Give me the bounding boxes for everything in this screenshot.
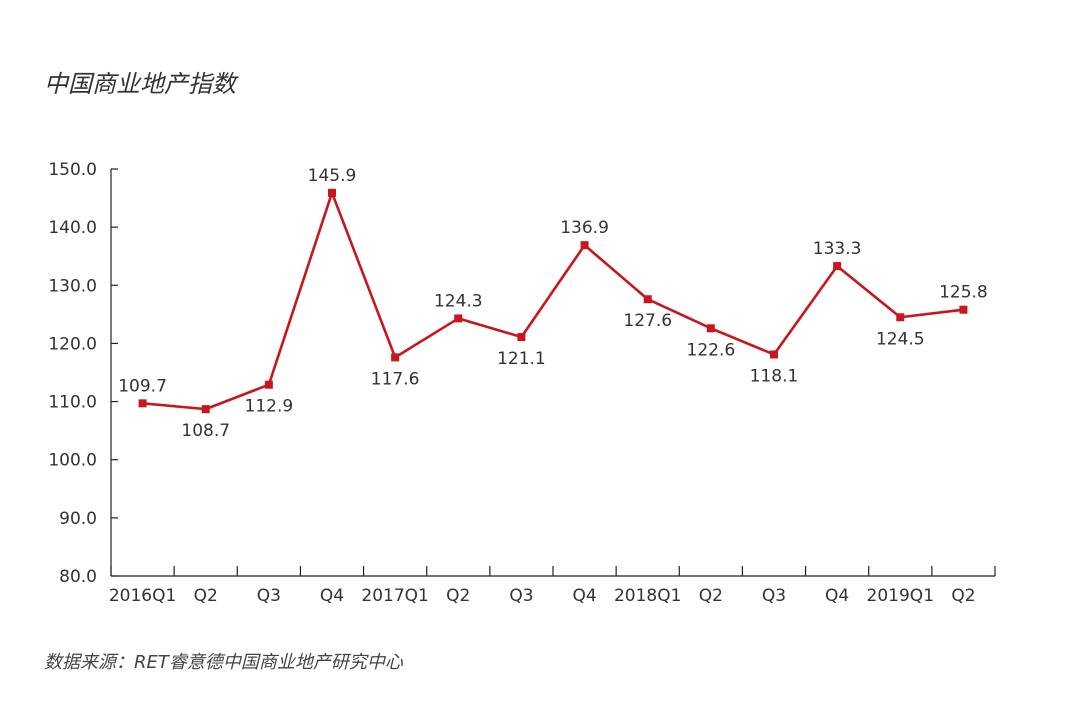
- data-label: 108.7: [181, 421, 230, 441]
- y-tick-label: 90.0: [59, 509, 97, 529]
- data-point: [138, 399, 147, 408]
- data-point: [706, 324, 715, 333]
- x-tick-label: Q2: [194, 586, 218, 606]
- x-tick-label: 2017Q1: [361, 586, 428, 606]
- y-tick-label: 80.0: [59, 567, 97, 587]
- y-tick-label: 140.0: [48, 218, 97, 238]
- y-tick-label: 150.0: [48, 160, 97, 180]
- data-point: [833, 262, 842, 271]
- x-axis: 2016Q1 Q2 Q3 Q4 2017Q1 Q2 Q3 Q4 2018Q1 Q2 Q3 Q4 2019…: [109, 566, 996, 606]
- x-tick-label: Q4: [572, 586, 596, 606]
- data-label: 121.1: [497, 349, 546, 369]
- data-label: 122.6: [687, 340, 736, 360]
- y-tick-label: 130.0: [48, 276, 97, 296]
- x-tick-label: 2016Q1: [109, 586, 176, 606]
- chart-title: 中国商业地产指数: [44, 70, 236, 98]
- data-labels: 109.7 108.7 112.9 145.9 117.6 124.3 121.1 136.9…: [118, 166, 988, 441]
- x-tick-label: Q2: [699, 586, 723, 606]
- data-label: 124.5: [876, 329, 925, 349]
- data-point: [328, 188, 336, 197]
- data-point: [580, 241, 589, 250]
- data-label: 112.9: [245, 397, 294, 417]
- data-point: [896, 313, 905, 322]
- data-label: 124.3: [434, 291, 483, 311]
- y-tick-label: 100.0: [48, 451, 97, 471]
- data-label: 136.9: [560, 218, 609, 238]
- data-point: [643, 295, 652, 304]
- x-tick-label: Q3: [762, 586, 786, 606]
- data-point: [264, 380, 273, 389]
- x-tick-label: Q3: [509, 586, 533, 606]
- data-point: [959, 305, 968, 314]
- data-label: 145.9: [308, 166, 357, 186]
- data-point: [454, 314, 463, 323]
- x-tick-label: 2019Q1: [867, 586, 934, 606]
- series-line: [142, 191, 964, 411]
- y-axis: 80.0 90.0 100.0 110.0 120.0 130.0 140.0 150.0: [48, 160, 118, 587]
- x-tick-label: Q4: [825, 586, 849, 606]
- data-point: [517, 333, 526, 342]
- series-line-group: [138, 188, 968, 414]
- data-point: [391, 353, 400, 362]
- x-tick-label: 2018Q1: [614, 586, 681, 606]
- x-tick-label: Q2: [446, 586, 470, 606]
- data-point: [770, 350, 778, 359]
- data-label: 118.1: [750, 366, 799, 386]
- x-tick-label: Q3: [257, 586, 281, 606]
- x-tick-label: Q2: [951, 586, 975, 606]
- data-label: 133.3: [813, 239, 862, 259]
- y-tick-label: 110.0: [48, 393, 97, 413]
- data-label: 117.6: [371, 369, 420, 389]
- data-label: 127.6: [623, 311, 672, 331]
- data-point: [201, 405, 210, 414]
- chart-source: 数据来源：RET睿意德中国商业地产研究中心: [44, 652, 403, 673]
- y-tick-label: 120.0: [48, 334, 97, 354]
- data-label: 125.8: [939, 283, 988, 303]
- x-tick-label: Q4: [320, 586, 344, 606]
- data-label: 109.7: [118, 376, 167, 396]
